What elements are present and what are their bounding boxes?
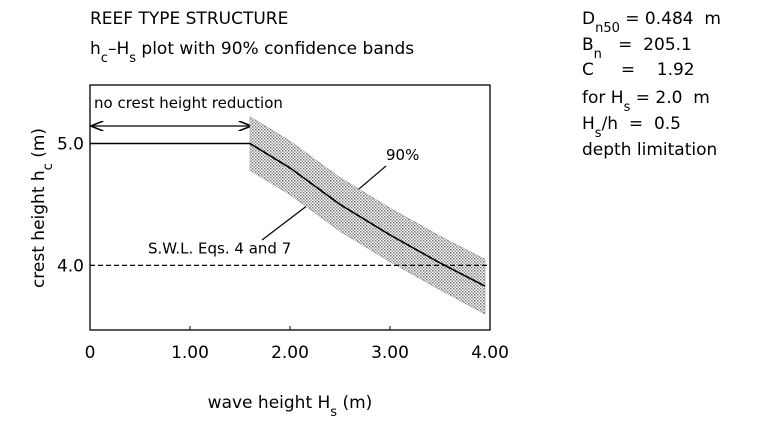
parameter-part: = 0.484 m [620,9,721,29]
y-tick-label: 5.0 [57,135,84,155]
parameter: depth limitation [582,140,717,160]
chart-subtitle-part: s [129,51,136,66]
parameter: Bn = 205.1 [582,35,692,62]
parameter-part: s [624,100,631,115]
chart-subtitle-part: plot with 90% confidence bands [136,39,414,59]
chart-subtitle-part: h [90,39,101,59]
parameter-part: H [582,114,595,134]
chart-subtitle: hc–Hs plot with 90% confidence bands [90,39,414,66]
parameter: for Hs = 2.0 m [582,88,710,115]
parameter-part: D [582,9,595,29]
y-axis-label: crest height hc (m) [29,128,56,288]
parameter-part: for H [582,88,624,108]
series-line [249,142,486,287]
annotation: no crest height reduction [94,94,283,112]
parameter-part: = 2.0 m [630,88,709,108]
chart-subtitle-part: c [101,51,108,66]
chart-subtitle-part: –H [108,39,129,59]
parameter-part: /h = 0.5 [602,114,681,134]
x-tick-label: 0 [85,343,96,363]
parameter-part: n [594,47,602,62]
leader-line [261,204,309,241]
y-axis-label-part: crest height h [29,170,49,288]
parameter: Dn50 = 0.484 m [582,9,721,36]
x-axis-label-part: s [330,405,337,420]
parameter-part: n50 [595,21,620,36]
x-tick-label: 2.00 [271,343,309,363]
x-axis-label: wave height Hs (m) [208,393,373,419]
x-tick-label: 3.00 [371,343,409,363]
parameter: C = 1.92 [582,60,695,80]
parameter: Hs/h = 0.5 [582,114,681,141]
x-tick-label: 1.00 [171,343,209,363]
chart-title: REEF TYPE STRUCTURE [90,9,288,29]
plot-frame [89,84,491,331]
parameter-part: depth limitation [582,140,717,160]
parameter-part: s [595,126,602,141]
y-axis-label-part: c [41,163,56,170]
x-tick-label: 4.00 [471,343,509,363]
annotation: 90% [386,146,419,164]
parameter-part: = 205.1 [602,35,692,55]
confidence-band [249,116,486,315]
y-axis-label-part: (m) [29,128,49,163]
parameter-part: C = 1.92 [582,60,695,80]
parameter-part: B [582,35,594,55]
swl-label: S.W.L. Eqs. 4 and 7 [148,239,291,257]
x-axis-label-part: wave height H [208,393,331,413]
y-tick-label: 4.0 [57,256,84,276]
x-axis-label-part: (m) [337,393,372,413]
